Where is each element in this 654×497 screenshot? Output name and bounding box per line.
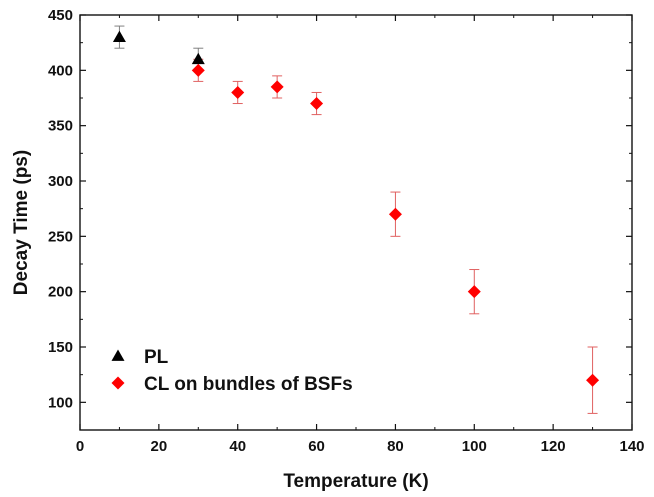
- x-tick-label: 80: [387, 438, 404, 455]
- axes: 0 20 40 60 80 100 120 140 100 150 200 250 300 350 400 4…: [48, 7, 645, 455]
- y-tick-label: 350: [48, 118, 73, 135]
- cl-data-point: [310, 97, 324, 111]
- x-tick-label: 120: [541, 438, 566, 455]
- cl-data-point: [231, 85, 245, 99]
- x-tick-label: 40: [229, 438, 246, 455]
- cl-data-point: [388, 207, 402, 221]
- legend-label-pl: PL: [144, 347, 169, 368]
- pl-data-point: [112, 30, 126, 43]
- x-tick-label: 60: [308, 438, 325, 455]
- x-tick-label: 140: [619, 438, 644, 455]
- data-points: [112, 30, 600, 387]
- y-tick-label: 200: [48, 284, 73, 301]
- x-tick-label: 0: [76, 438, 84, 455]
- y-tick-label: 150: [48, 339, 73, 356]
- x-axis-title: Temperature (K): [283, 471, 428, 492]
- cl-data-point: [586, 373, 600, 387]
- cl-data-point: [191, 63, 205, 77]
- y-tick-label: 450: [48, 7, 73, 24]
- legend-marker-pl: [111, 349, 125, 361]
- y-tick-label: 100: [48, 394, 73, 411]
- legend: PL CL on bundles of BSFs: [111, 347, 353, 395]
- cl-data-point: [467, 285, 481, 299]
- y-tick-label: 300: [48, 173, 73, 190]
- x-tick-label: 100: [462, 438, 487, 455]
- cl-data-point: [270, 80, 284, 94]
- x-tick-label: 20: [151, 438, 168, 455]
- error-bars: [114, 25, 598, 414]
- y-tick-label: 400: [48, 62, 73, 79]
- y-axis-title: Decay Time (ps): [11, 150, 32, 295]
- y-tick-label: 250: [48, 228, 73, 245]
- pl-data-point: [191, 52, 205, 65]
- legend-marker-cl: [111, 376, 125, 390]
- legend-label-cl: CL on bundles of BSFs: [144, 374, 353, 395]
